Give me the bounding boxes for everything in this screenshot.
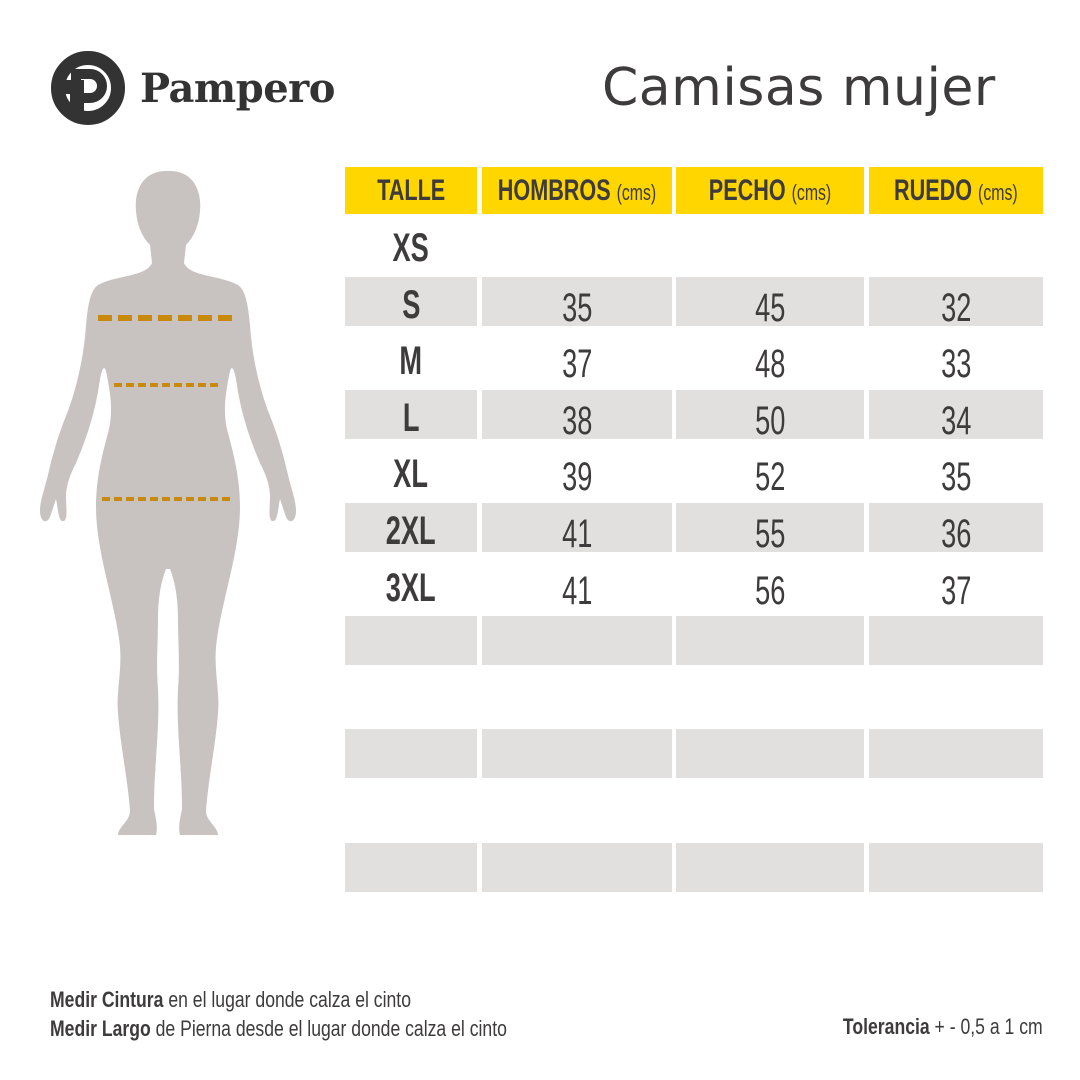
cell-size: S [345,276,477,327]
pecho-value: 52 [754,455,786,500]
ruedo-value: 35 [940,455,972,500]
pecho-value: 48 [754,342,786,387]
cell-size [345,729,477,779]
ruedo-value: 37 [940,568,972,613]
cell-size: XL [345,446,477,497]
cell-ruedo [869,842,1043,892]
table-row: XS [0,220,1080,270]
ruedo-value: 36 [940,512,972,556]
table-row: 3XL 41 56 37 [0,560,1080,613]
cell-hombros [482,220,672,269]
cell-size: XS [345,220,477,270]
size-value: L [402,395,420,440]
cell-pecho [676,786,864,835]
cell-pecho: 48 [676,333,864,386]
cell-ruedo [869,729,1043,779]
cell-hombros: 35 [482,276,672,330]
table-row: M 37 48 33 [0,333,1080,386]
cell-hombros [482,786,672,835]
cell-ruedo: 33 [869,333,1043,386]
cell-pecho [676,673,864,722]
cell-pecho [676,616,864,666]
header-pecho: PECHO (cms) [676,167,864,214]
cell-size: 2XL [345,503,477,553]
table-row: L 38 50 34 [0,389,1080,443]
table-row [0,729,1080,779]
cell-size [345,616,477,666]
cell-size: M [345,333,477,384]
cell-hombros [482,729,672,779]
brand-name: Pampero [140,64,335,112]
table-row: 2XL 41 55 36 [0,503,1080,556]
cell-ruedo: 37 [869,560,1043,613]
cell-pecho: 56 [676,560,864,613]
cell-pecho: 55 [676,503,864,556]
hombros-value: 35 [561,285,593,330]
body-silhouette-figure [40,171,296,835]
cell-ruedo: 36 [869,503,1043,556]
cell-pecho: 52 [676,446,864,499]
hombros-value: 41 [561,568,593,613]
hombros-value: 39 [561,455,593,500]
ruedo-value: 33 [940,342,972,387]
cell-hombros: 38 [482,389,672,443]
table-row [0,616,1080,666]
header-hombros: HOMBROS (cms) [482,167,672,214]
hombros-value: 37 [561,342,593,387]
pampero-logo-icon [51,51,125,125]
pecho-value: 55 [754,512,786,556]
size-value: M [399,339,423,384]
table-row [0,786,1080,835]
cell-size [345,786,477,835]
cell-hombros: 41 [482,560,672,613]
tolerance-note: Tolerancia + - 0,5 a 1 cm [843,1014,1043,1039]
ruedo-value: 34 [940,398,972,443]
cell-hombros [482,842,672,892]
ruedo-value: 32 [940,285,972,330]
header-ruedo: RUEDO (cms) [869,167,1043,214]
table-row: S 35 45 32 [0,276,1080,330]
cell-ruedo [869,616,1043,666]
cell-ruedo: 32 [869,276,1043,330]
note-largo: Medir Largo de Pierna desde el lugar don… [50,1016,507,1041]
cell-size: L [345,389,477,440]
pecho-value: 45 [754,285,786,330]
cell-ruedo [869,786,1043,835]
cell-size [345,842,477,892]
cell-pecho: 45 [676,276,864,330]
cell-size: 3XL [345,560,477,610]
cell-hombros [482,616,672,666]
table-row: XL 39 52 35 [0,446,1080,499]
header-talle: TALLE [345,167,477,214]
cell-ruedo [869,220,1043,269]
size-value: S [401,282,421,327]
hombros-value: 38 [561,398,593,443]
size-value: XL [393,452,429,497]
pecho-value: 56 [754,568,786,613]
size-value: 2XL [386,509,436,553]
size-value: XS [392,226,430,270]
cell-hombros: 41 [482,503,672,556]
pecho-value: 50 [754,398,786,443]
hombros-value: 41 [561,512,593,556]
cell-pecho [676,842,864,892]
cell-size [345,673,477,722]
cell-pecho: 50 [676,389,864,443]
cell-ruedo: 34 [869,389,1043,443]
cell-ruedo [869,673,1043,722]
brand-logo: Pampero [50,50,335,126]
cell-ruedo: 35 [869,446,1043,499]
note-cintura: Medir Cintura en el lugar donde calza el… [50,987,411,1012]
size-value: 3XL [386,565,436,610]
table-row [0,673,1080,722]
page-title: Camisas mujer [602,58,996,118]
cell-pecho [676,220,864,269]
measurement-notes: Medir Cintura en el lugar donde calza el… [50,985,621,1043]
cell-pecho [676,729,864,779]
cell-hombros: 39 [482,446,672,499]
cell-hombros [482,673,672,722]
table-row [0,842,1080,892]
cell-hombros: 37 [482,333,672,386]
